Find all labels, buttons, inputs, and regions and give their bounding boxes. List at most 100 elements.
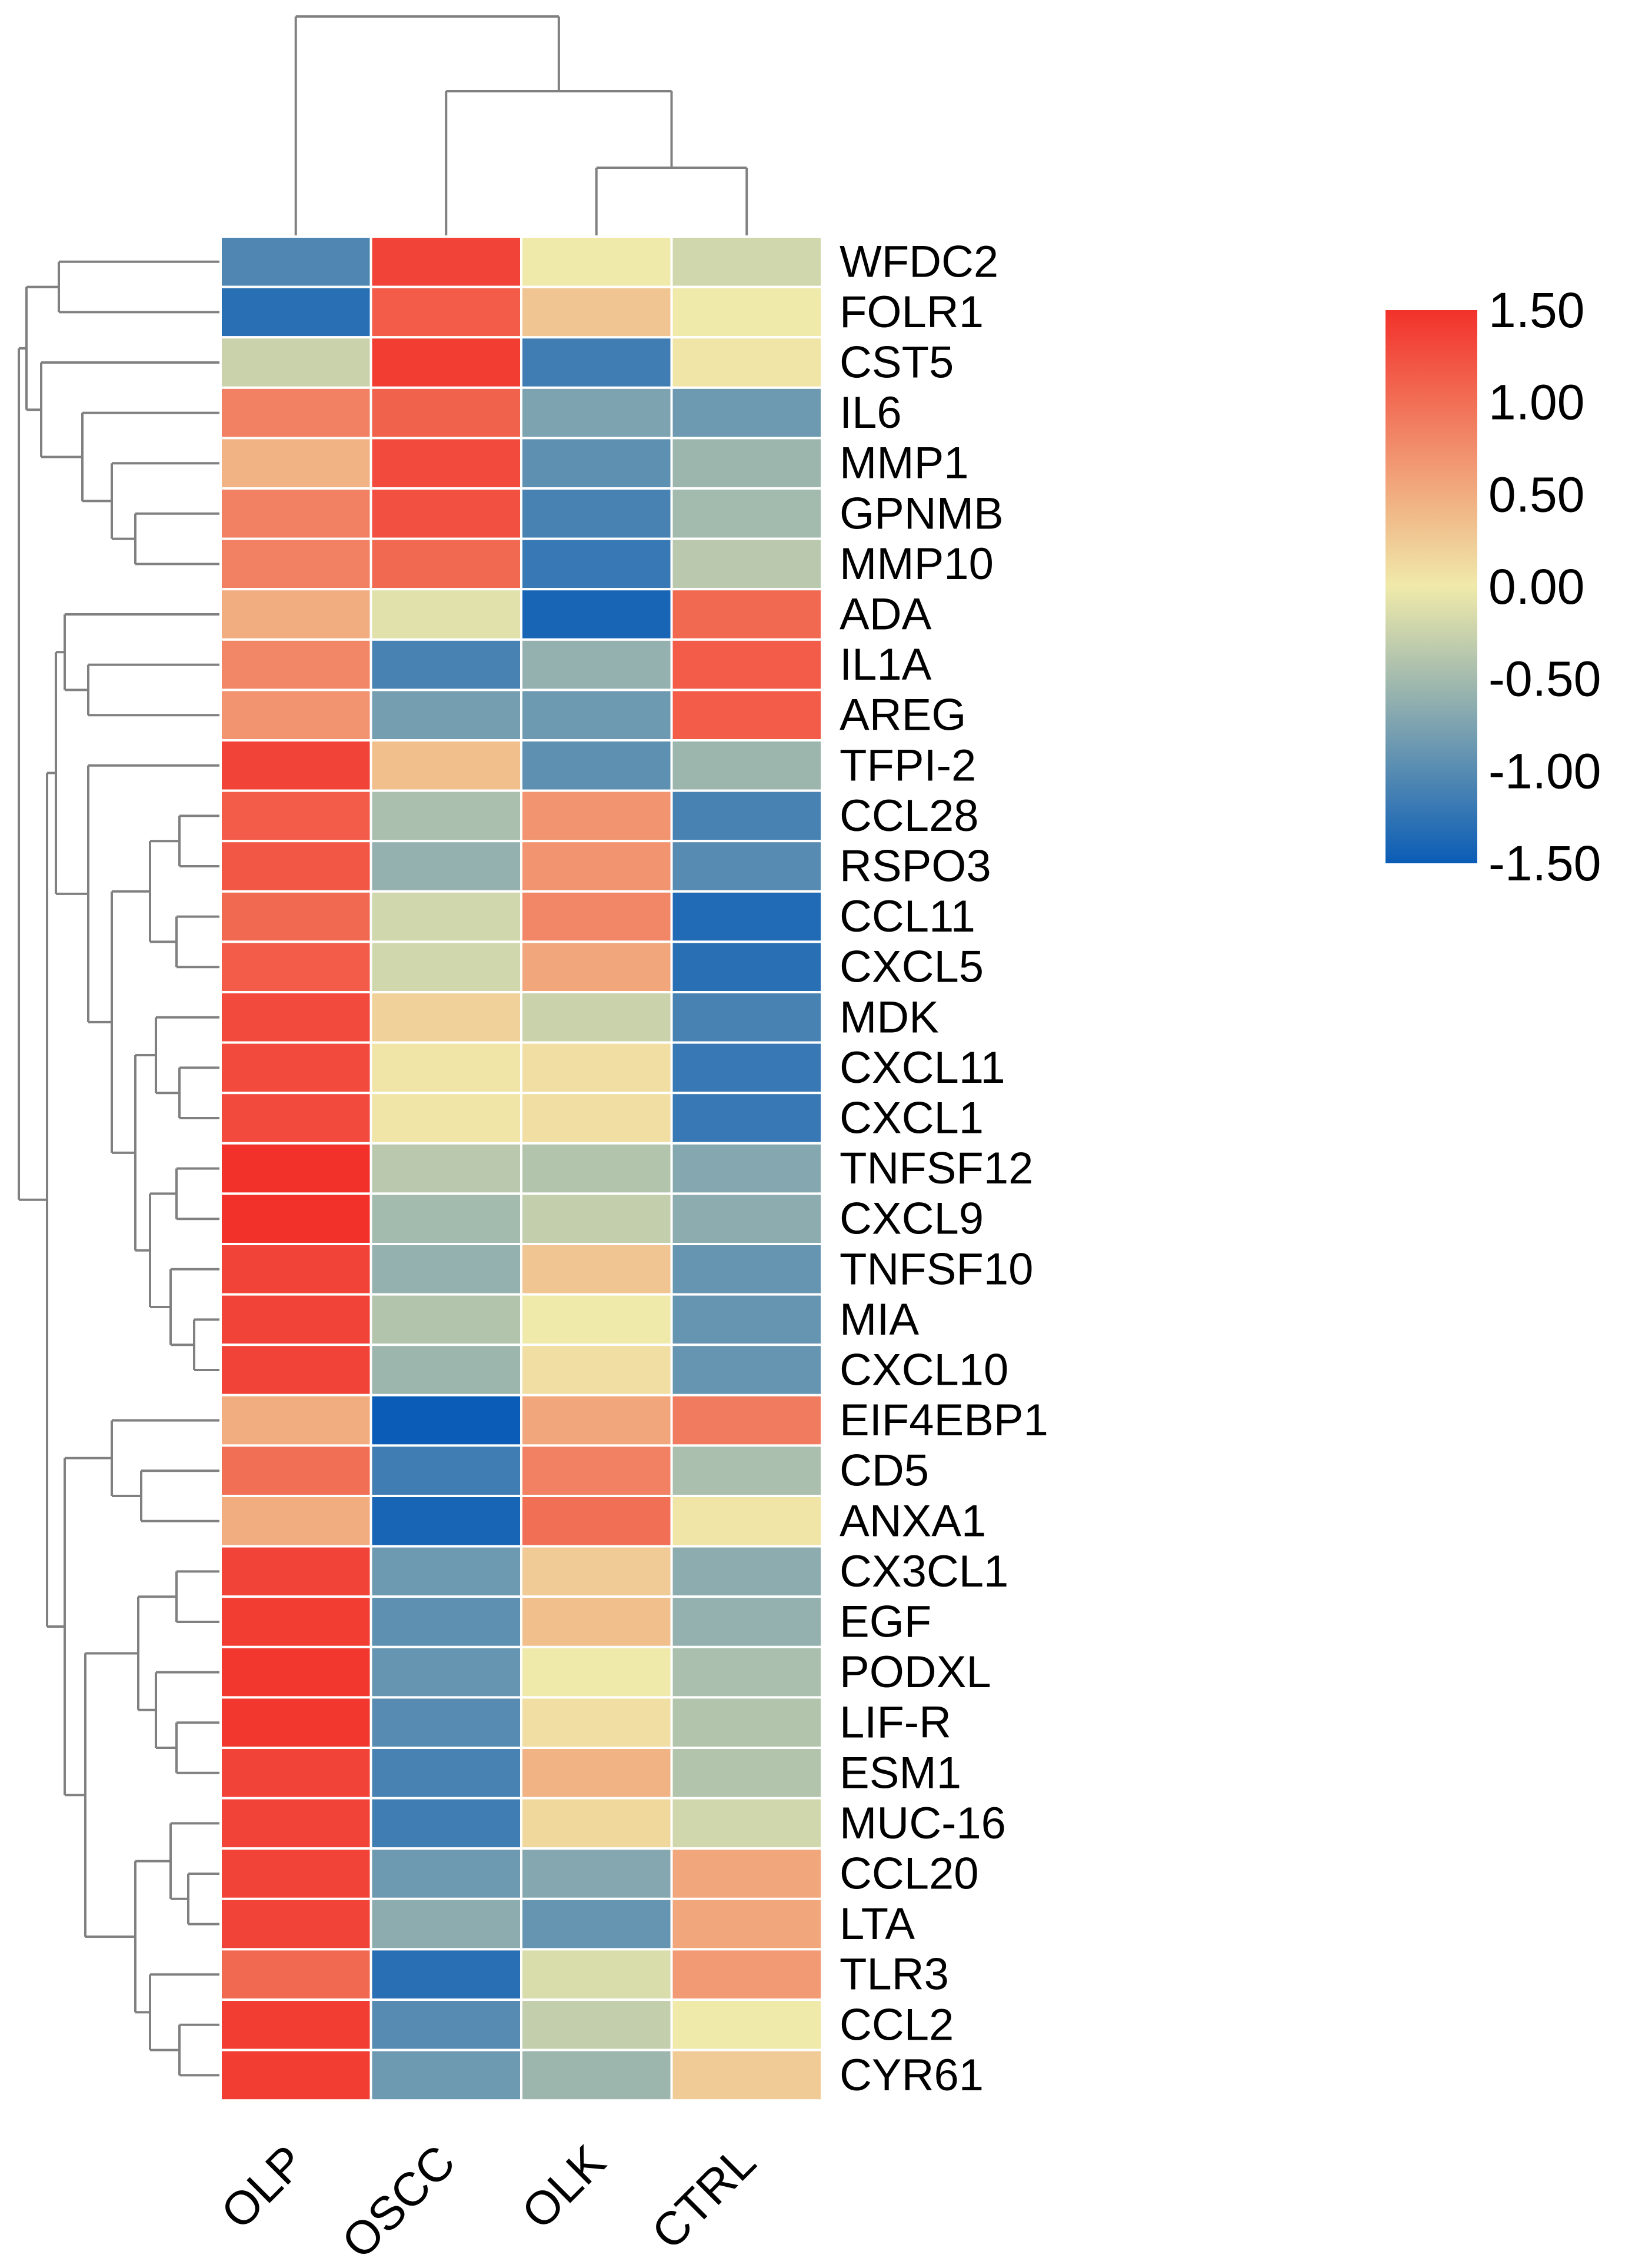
heatmap-cell [670,940,823,994]
heatmap-cell [219,1394,372,1447]
heatmap-cell [520,487,673,540]
heatmap-cell [369,537,522,591]
heatmap-cell [670,1847,823,1900]
column-label: OSCC [332,2135,465,2265]
heatmap-cell [670,789,823,843]
heatmap-cell [219,1998,372,2051]
heatmap-cell [219,285,372,339]
row-label: TFPI-2 [840,740,976,790]
legend-tick-label: 1.50 [1488,282,1585,338]
row-label: AREG [840,690,966,740]
heatmap-cell [219,1142,372,1195]
heatmap-cell [369,739,522,792]
heatmap-cell [219,739,372,792]
heatmap-cell [670,1092,823,1145]
row-label: CXCL10 [840,1345,1008,1395]
heatmap-cell [520,1696,673,1749]
row-label: PODXL [840,1647,991,1697]
heatmap-cell [520,840,673,893]
heatmap-cell [670,1645,823,1699]
heatmap-cell [219,1041,372,1095]
heatmap-cell [219,1495,372,1548]
heatmap-cell [520,1998,673,2051]
heatmap-cell [369,437,522,490]
heatmap-cell [670,1394,823,1447]
heatmap-cell [369,1092,522,1145]
row-label: CD5 [840,1446,929,1496]
heatmap-cell [219,235,372,288]
heatmap-cell [670,739,823,792]
heatmap-cell [369,789,522,843]
heatmap-cell [670,689,823,742]
heatmap-cell [520,1847,673,1900]
heatmap-cell [219,1343,372,1396]
heatmap-cell [520,789,673,843]
row-label: EIF4EBP1 [840,1395,1048,1445]
heatmap-cell [670,991,823,1044]
heatmap-cell [670,2048,823,2102]
column-label: OLP [211,2135,315,2239]
heatmap-cell [219,991,372,1044]
heatmap-cell [670,1998,823,2051]
heatmap-cell [520,1495,673,1548]
heatmap-cell [520,890,673,943]
heatmap-cell [670,1041,823,1095]
row-label: GPNMB [840,488,1004,538]
row-label: CXCL11 [840,1043,1005,1093]
row-label: ADA [840,590,932,640]
heatmap-cell [520,739,673,792]
heatmap-cell [670,1192,823,1246]
heatmap-cell [520,2048,673,2102]
heatmap-cell [520,336,673,389]
heatmap-cell [670,487,823,540]
heatmap-cell [670,1293,823,1346]
heatmap-cell [219,1696,372,1749]
heatmap-cell [219,840,372,893]
heatmap-cell [520,1797,673,1850]
legend-tick-label: 1.00 [1488,375,1585,430]
heatmap-cell [369,1243,522,1296]
heatmap-cell [369,1293,522,1346]
heatmap-cell [219,2048,372,2102]
heatmap-cell [219,1948,372,2001]
row-label: CCL20 [840,1849,979,1899]
heatmap-cell [369,1444,522,1497]
row-label: TNFSF12 [840,1143,1033,1193]
heatmap-cell [520,1192,673,1246]
heatmap-cell [369,1696,522,1749]
heatmap-cell [369,2048,522,2102]
heatmap-cell [520,1948,673,2001]
row-label: CXCL9 [840,1194,984,1244]
heatmap-cell [219,689,372,742]
heatmap-cell [219,940,372,994]
row-label: CYR61 [840,2050,984,2100]
heatmap-cell [670,336,823,389]
heatmap-cell [520,1747,673,1800]
heatmap-cell [219,1847,372,1900]
row-label: WFDC2 [840,237,998,287]
heatmap-cell [520,1545,673,1598]
heatmap-cell [520,386,673,440]
row-label: CCL28 [840,791,979,841]
heatmap-cell [670,386,823,440]
heatmap-cell [520,537,673,591]
heatmap-cell [520,588,673,641]
heatmap-cell [369,1192,522,1246]
heatmap-cell [219,1797,372,1850]
row-label: CST5 [840,338,954,388]
heatmap-cell [369,991,522,1044]
heatmap-cell [520,1243,673,1296]
heatmap-cell [369,1747,522,1800]
legend-tick-label: 0.50 [1488,467,1585,522]
row-label: MIA [840,1295,919,1345]
heatmap-cell [670,1243,823,1296]
column-labels: OLP OSCC OLK CTRL [211,2135,766,2268]
heatmap-cell [369,1142,522,1195]
heatmap-cell [520,1394,673,1447]
heatmap-cell [670,1897,823,1951]
heatmap-cell [670,588,823,641]
heatmap-cell [520,638,673,691]
row-label: MMP1 [840,438,969,488]
